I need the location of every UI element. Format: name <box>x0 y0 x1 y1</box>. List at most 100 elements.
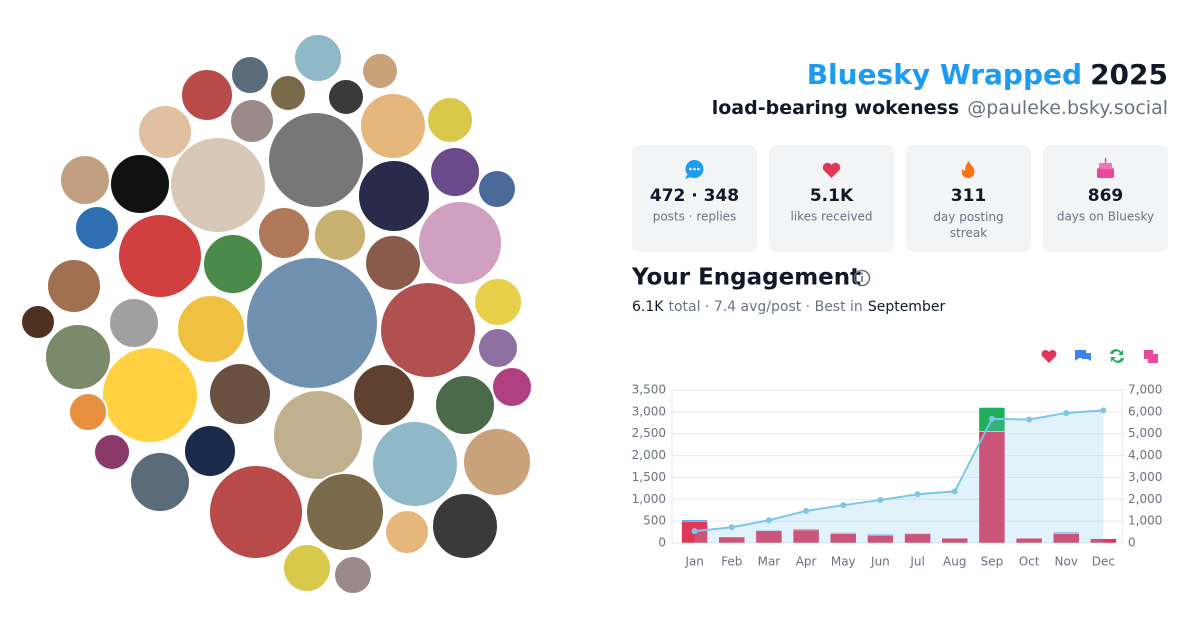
y-tick-label: 2,000 <box>632 448 666 462</box>
line-point <box>952 488 958 494</box>
display-name: load-bearing wokeness <box>712 97 959 119</box>
y-tick-label: 1,000 <box>632 492 666 506</box>
avatar[interactable] <box>60 155 110 205</box>
line-point <box>877 497 883 503</box>
stat-label: posts · replies <box>653 210 737 224</box>
avatar[interactable] <box>47 259 101 313</box>
avatar[interactable] <box>372 421 458 507</box>
avatar[interactable] <box>109 298 159 348</box>
legend <box>1041 349 1158 363</box>
stat-value: 869 <box>1088 186 1124 206</box>
stat-label: likes received <box>790 210 872 224</box>
avatar[interactable] <box>45 324 111 390</box>
x-tick-label: Mar <box>758 555 781 569</box>
avatar[interactable] <box>430 147 480 197</box>
legend-icon[interactable] <box>1144 350 1158 363</box>
avatar[interactable] <box>177 295 245 363</box>
y2-tick-label: 5,000 <box>1128 426 1162 440</box>
avatar[interactable] <box>427 97 473 143</box>
line-point <box>915 491 921 497</box>
avatar[interactable] <box>478 170 516 208</box>
avatar[interactable] <box>360 93 426 159</box>
line-point <box>803 508 809 514</box>
y2-tick-label: 3,000 <box>1128 470 1162 484</box>
avatar[interactable] <box>365 235 421 291</box>
x-tick-label: Jul <box>909 555 924 569</box>
stat-cards: 472 · 348 5.1K 311 869 posts · replies li… <box>632 145 1168 252</box>
avatar[interactable] <box>353 364 415 426</box>
avatar[interactable] <box>432 493 498 559</box>
y-tick-label: 1,500 <box>632 470 666 484</box>
avatar[interactable] <box>380 282 476 378</box>
line-point <box>840 502 846 508</box>
legend-icon[interactable] <box>1041 350 1056 363</box>
stat-value: 311 <box>951 186 987 206</box>
avatar[interactable] <box>130 452 190 512</box>
x-tick-label: Oct <box>1019 555 1040 569</box>
avatar[interactable] <box>283 544 331 592</box>
stat-value: 5.1K <box>810 186 854 206</box>
avatar[interactable] <box>181 69 233 121</box>
stat-value: 472 · 348 <box>650 186 739 206</box>
legend-icon[interactable] <box>1110 349 1124 363</box>
avatar[interactable] <box>385 510 429 554</box>
avatar[interactable] <box>294 34 342 82</box>
y-tick-label: 3,500 <box>632 383 666 397</box>
brand: Bluesky Wrapped <box>807 58 1082 91</box>
handle: @pauleke.bsky.social <box>967 97 1168 119</box>
avatar-cluster <box>21 34 532 594</box>
avatar[interactable] <box>69 393 107 431</box>
y2-tick-label: 0 <box>1128 536 1136 550</box>
line-point <box>766 517 772 523</box>
avatar[interactable] <box>478 328 518 368</box>
avatar[interactable] <box>270 75 306 111</box>
line-point <box>989 416 995 422</box>
avatar[interactable] <box>314 209 366 261</box>
avatar[interactable] <box>246 257 378 389</box>
avatar[interactable] <box>474 278 522 326</box>
avatar[interactable] <box>306 473 384 551</box>
avatar[interactable] <box>75 206 119 250</box>
x-tick-label: Dec <box>1092 555 1115 569</box>
chart: 05001,0001,5002,0002,5003,0003,50001,000… <box>632 383 1163 569</box>
avatar[interactable] <box>418 201 502 285</box>
avatar[interactable] <box>209 363 271 425</box>
y-tick-label: 0 <box>658 536 666 550</box>
avatar[interactable] <box>94 434 130 470</box>
avatar[interactable] <box>209 465 303 559</box>
x-tick-label: Jun <box>870 555 890 569</box>
avatar[interactable] <box>358 160 430 232</box>
avatar[interactable] <box>492 367 532 407</box>
avatar[interactable] <box>21 305 55 339</box>
avatar[interactable] <box>328 79 364 115</box>
avatar[interactable] <box>362 53 398 89</box>
avatar[interactable] <box>230 99 274 143</box>
avatar[interactable] <box>110 154 170 214</box>
x-tick-label: Nov <box>1055 555 1078 569</box>
stat-label: days on Bluesky <box>1057 210 1154 224</box>
avatar[interactable] <box>435 375 495 435</box>
avatar[interactable] <box>268 112 364 208</box>
avatar[interactable] <box>273 390 363 480</box>
avatar[interactable] <box>170 137 266 233</box>
x-tick-label: Jan <box>684 555 704 569</box>
x-tick-label: May <box>831 555 856 569</box>
avatar[interactable] <box>118 214 202 298</box>
avatar[interactable] <box>102 347 198 443</box>
avatar[interactable] <box>258 207 310 259</box>
y2-tick-label: 4,000 <box>1128 448 1162 462</box>
y-tick-label: 2,500 <box>632 426 666 440</box>
y2-tick-label: 2,000 <box>1128 492 1162 506</box>
avatar[interactable] <box>334 556 372 594</box>
avatar[interactable] <box>231 56 269 94</box>
y-tick-label: 500 <box>643 514 666 528</box>
legend-icon[interactable] <box>1075 350 1091 361</box>
avatar[interactable] <box>203 234 263 294</box>
section-title: Your Engagement <box>631 265 861 291</box>
total: 6.1K <box>632 299 664 315</box>
avatar[interactable] <box>184 425 236 477</box>
user-line: load-bearing wokeness @pauleke.bsky.socia… <box>712 97 1168 119</box>
avatar[interactable] <box>463 428 531 496</box>
